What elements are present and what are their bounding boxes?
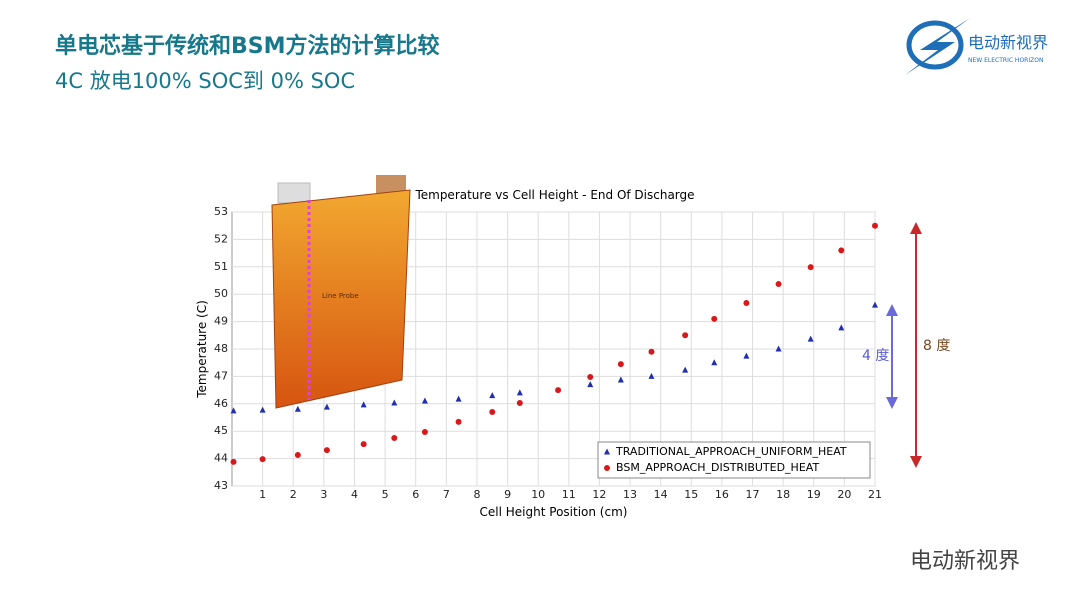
cell-tab [376,175,406,193]
point [455,395,462,402]
y-tick-label: 51 [214,260,228,273]
y-tick-label: 48 [214,342,228,355]
point [294,452,301,459]
cell-tab [277,182,311,204]
slide-title: 单电芯基于传统和BSM方法的计算比较 [55,33,440,59]
point [323,403,330,410]
y-tick-label: 50 [214,287,228,300]
point [230,407,237,414]
x-tick-label: 14 [654,488,668,501]
x-tick-label: 20 [837,488,851,501]
point [294,405,301,412]
point [455,418,462,425]
point [421,397,428,404]
point [872,222,878,229]
cell-body [271,189,411,409]
point [421,429,428,436]
point [743,299,750,306]
y-tick-label: 47 [214,369,228,382]
point [391,399,398,406]
point [807,264,814,271]
x-tick-label: 8 [473,488,480,501]
x-tick-label: 12 [592,488,606,501]
point [555,387,562,394]
x-tick-label: 18 [776,488,790,501]
x-tick-label: 17 [746,488,760,501]
point [489,392,496,399]
x-tick-label: 15 [684,488,698,501]
y-tick-label: 49 [214,315,228,328]
x-tick-label: 16 [715,488,729,501]
y-tick-label: 52 [214,232,228,245]
x-tick-label: 2 [290,488,297,501]
x-tick-label: 21 [868,488,882,501]
point [711,315,718,322]
x-tick-label: 3 [320,488,327,501]
x-tick-label: 1 [259,488,266,501]
legend-marker [604,465,610,471]
point [587,373,594,380]
point [775,281,782,288]
point [872,301,878,308]
legend: TRADITIONAL_APPROACH_UNIFORM_HEAT BSM_APP… [597,441,871,479]
y-tick-label: 46 [214,397,228,410]
logo: 电动新视界 NEW ELECTRIC HORIZON [905,18,1048,75]
point [682,366,689,373]
y-tick-label: 45 [214,424,228,437]
point [323,447,330,454]
annotation: 8 度 [923,338,950,354]
x-tick-label: 6 [412,488,419,501]
logo-subtext: NEW ELECTRIC HORIZON [968,57,1043,64]
point [516,389,523,396]
logo-text: 电动新视界 [968,33,1048,52]
point [516,399,523,406]
chart-title: Temperature vs Cell Height - End Of Disc… [414,188,694,202]
x-tick-label: 10 [531,488,545,501]
point [259,406,266,413]
legend-marker [604,448,610,455]
x-tick-label: 9 [504,488,511,501]
point [838,247,845,254]
annotation: 4 度 [862,348,889,364]
point [391,435,398,442]
x-tick-label: 19 [807,488,821,501]
point [743,352,750,359]
y-tick-label: 53 [214,205,228,218]
y-tick-label: 43 [214,479,228,492]
legend-label: TRADITIONAL_APPROACH_UNIFORM_HEAT [615,445,847,458]
x-tick-label: 13 [623,488,637,501]
probe-label: Line Probe [322,292,359,300]
y-axis-label: Temperature (C) [195,300,209,399]
logo-bolt [905,18,970,75]
x-tick-label: 7 [443,488,450,501]
legend-box [597,441,871,479]
point [775,345,782,352]
point [617,361,624,368]
point [648,348,655,355]
cell-image: Line Probe [271,175,411,409]
x-tick-label: 11 [562,488,576,501]
point [360,401,367,408]
x-tick-label: 4 [351,488,358,501]
slide-subtitle: 4C 放电100% SOC到 0% SOC [55,69,355,93]
point [230,458,237,465]
point [682,332,689,339]
x-axis-label: Cell Height Position (cm) [480,505,628,519]
point [587,381,594,388]
point [838,324,845,331]
legend-label: BSM_APPROACH_DISTRIBUTED_HEAT [616,461,819,474]
point [489,409,496,416]
point [648,372,655,379]
point [807,335,814,342]
point [711,359,718,366]
logo-ring [906,20,964,70]
x-tick-label: 5 [382,488,389,501]
point [617,376,624,383]
point [259,456,266,463]
point [360,441,367,448]
watermark: 电动新视界 [910,549,1020,574]
y-tick-label: 44 [214,452,228,465]
